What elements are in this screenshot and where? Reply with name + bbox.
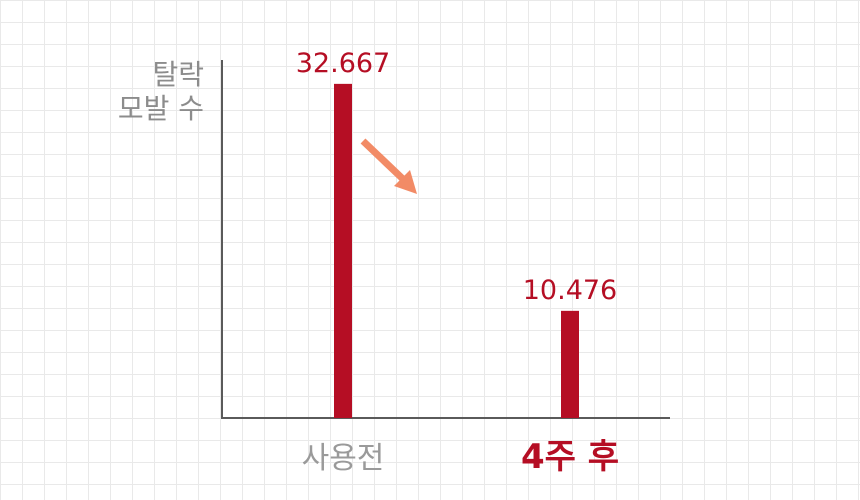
y-axis-label-line-2: 모발 수 <box>118 92 204 125</box>
category-labels: 사용전 4주 후 <box>302 437 619 477</box>
y-axis-label: 탈락 모발 수 <box>118 58 204 125</box>
value-labels: 32.667 10.476 <box>296 48 617 306</box>
bars <box>334 83 579 419</box>
bar-1 <box>561 310 579 418</box>
decrease-arrow-shaft <box>360 138 407 183</box>
category-label-0: 사용전 <box>302 441 385 476</box>
value-label-1: 10.476 <box>523 275 617 306</box>
decrease-arrow-icon <box>360 138 417 194</box>
category-label-1: 4주 후 <box>521 437 619 477</box>
axes <box>221 60 670 419</box>
y-axis-label-line-1: 탈락 <box>152 58 204 91</box>
value-label-0: 32.667 <box>296 48 390 79</box>
decrease-arrow-head <box>394 170 417 194</box>
bar-0 <box>334 83 352 419</box>
